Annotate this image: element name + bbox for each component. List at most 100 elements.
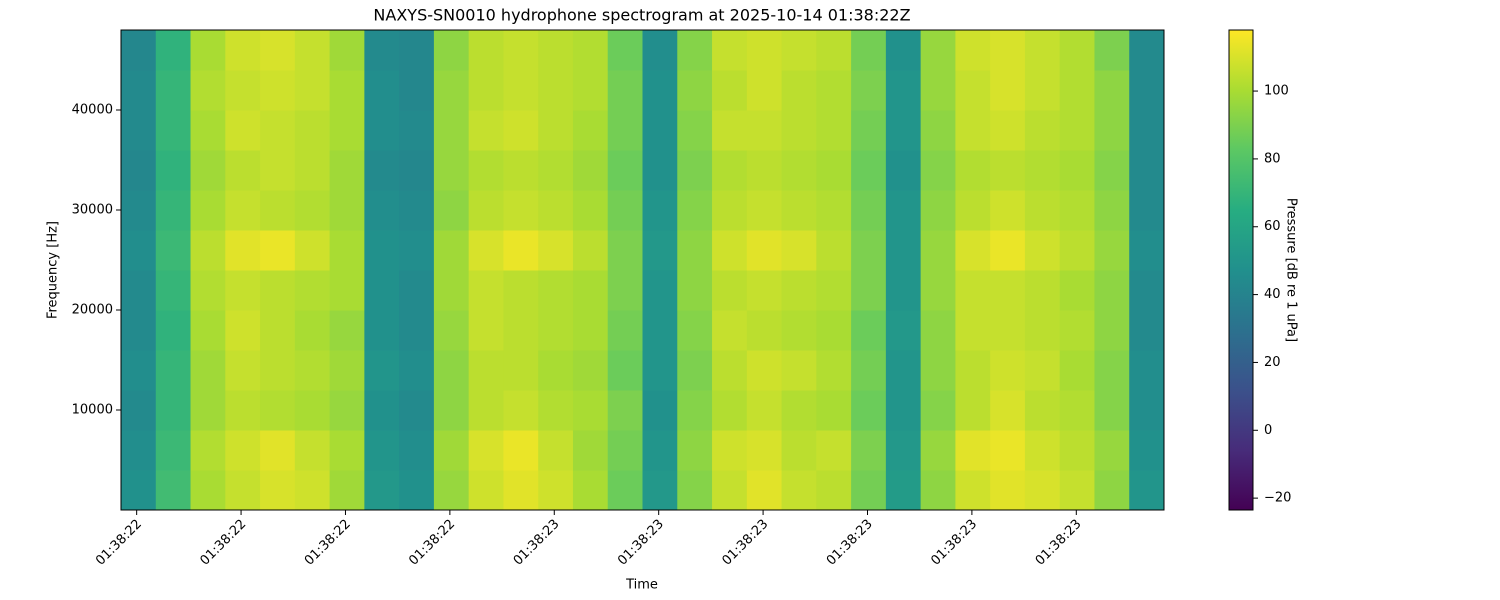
cell: [1129, 310, 1165, 351]
cell: [607, 430, 643, 471]
cell: [538, 270, 574, 311]
cell: [294, 190, 331, 231]
cell: [329, 70, 365, 111]
cell: [781, 350, 817, 391]
colorbar-tick-label: 100: [1264, 84, 1289, 99]
cell: [364, 30, 400, 71]
cell: [1129, 30, 1165, 71]
cell: [121, 70, 157, 111]
cell: [920, 350, 956, 391]
cell: [920, 30, 956, 71]
y-tick-label: 20000: [72, 303, 113, 318]
cell: [294, 150, 331, 191]
cell: [468, 110, 504, 151]
colorbar-tick-label: 20: [1264, 355, 1281, 370]
cell: [364, 230, 400, 271]
cell: [816, 230, 852, 271]
cell: [155, 190, 192, 231]
cell: [990, 390, 1026, 431]
cell: [503, 150, 539, 191]
cell: [468, 190, 504, 231]
cell: [885, 150, 922, 191]
cell: [746, 110, 783, 151]
cell: [503, 470, 539, 511]
cell: [1129, 190, 1165, 231]
cell: [329, 30, 365, 71]
cell: [712, 390, 748, 431]
cell: [294, 350, 331, 391]
cell: [572, 430, 609, 471]
cell: [155, 110, 192, 151]
cell: [1094, 70, 1130, 111]
cell: [746, 70, 783, 111]
cell: [503, 390, 539, 431]
cell: [260, 390, 296, 431]
cell: [572, 390, 609, 431]
cell: [329, 190, 365, 231]
cell: [1129, 350, 1165, 391]
cell: [225, 70, 261, 111]
cell: [294, 470, 331, 511]
cell: [121, 150, 157, 191]
cell: [503, 190, 539, 231]
cell: [433, 30, 470, 71]
cell: [885, 30, 922, 71]
x-tick-label: 01:38:22: [93, 517, 145, 569]
cell: [260, 470, 296, 511]
cell: [225, 110, 261, 151]
cell: [990, 230, 1026, 271]
cell: [538, 350, 574, 391]
cell: [121, 350, 157, 391]
cell: [294, 430, 331, 471]
cell: [851, 390, 887, 431]
cell: [294, 230, 331, 271]
cell: [851, 230, 887, 271]
cell: [468, 270, 504, 311]
cell: [781, 390, 817, 431]
cell: [225, 310, 261, 351]
cell: [1024, 110, 1061, 151]
cell: [572, 190, 609, 231]
cell: [781, 270, 817, 311]
cell: [1059, 110, 1095, 151]
cell: [607, 230, 643, 271]
cell: [1129, 390, 1165, 431]
x-tick-label: 01:38:23: [1033, 517, 1085, 569]
cell: [781, 310, 817, 351]
cell: [781, 470, 817, 511]
cell: [433, 110, 470, 151]
cell: [712, 30, 748, 71]
cell: [885, 190, 922, 231]
cell: [468, 30, 504, 71]
y-tick-label: 30000: [72, 203, 113, 218]
cell: [851, 350, 887, 391]
cell: [364, 270, 400, 311]
cell: [990, 350, 1026, 391]
cell: [538, 230, 574, 271]
cell: [364, 470, 400, 511]
cell: [364, 190, 400, 231]
cell: [607, 190, 643, 231]
cell: [294, 110, 331, 151]
cell: [155, 470, 192, 511]
cell: [781, 190, 817, 231]
cell: [885, 470, 922, 511]
cell: [1024, 70, 1061, 111]
cell: [294, 270, 331, 311]
cell: [503, 270, 539, 311]
cell: [1129, 150, 1165, 191]
cell: [1059, 150, 1095, 191]
cell: [1129, 230, 1165, 271]
cell: [955, 110, 991, 151]
cell: [746, 430, 783, 471]
cell: [433, 70, 470, 111]
cell: [433, 270, 470, 311]
cell: [225, 270, 261, 311]
cell: [712, 470, 748, 511]
cell: [190, 270, 226, 311]
cell: [607, 70, 643, 111]
cell: [781, 70, 817, 111]
cell: [920, 150, 956, 191]
cell: [746, 230, 783, 271]
cell: [260, 190, 296, 231]
